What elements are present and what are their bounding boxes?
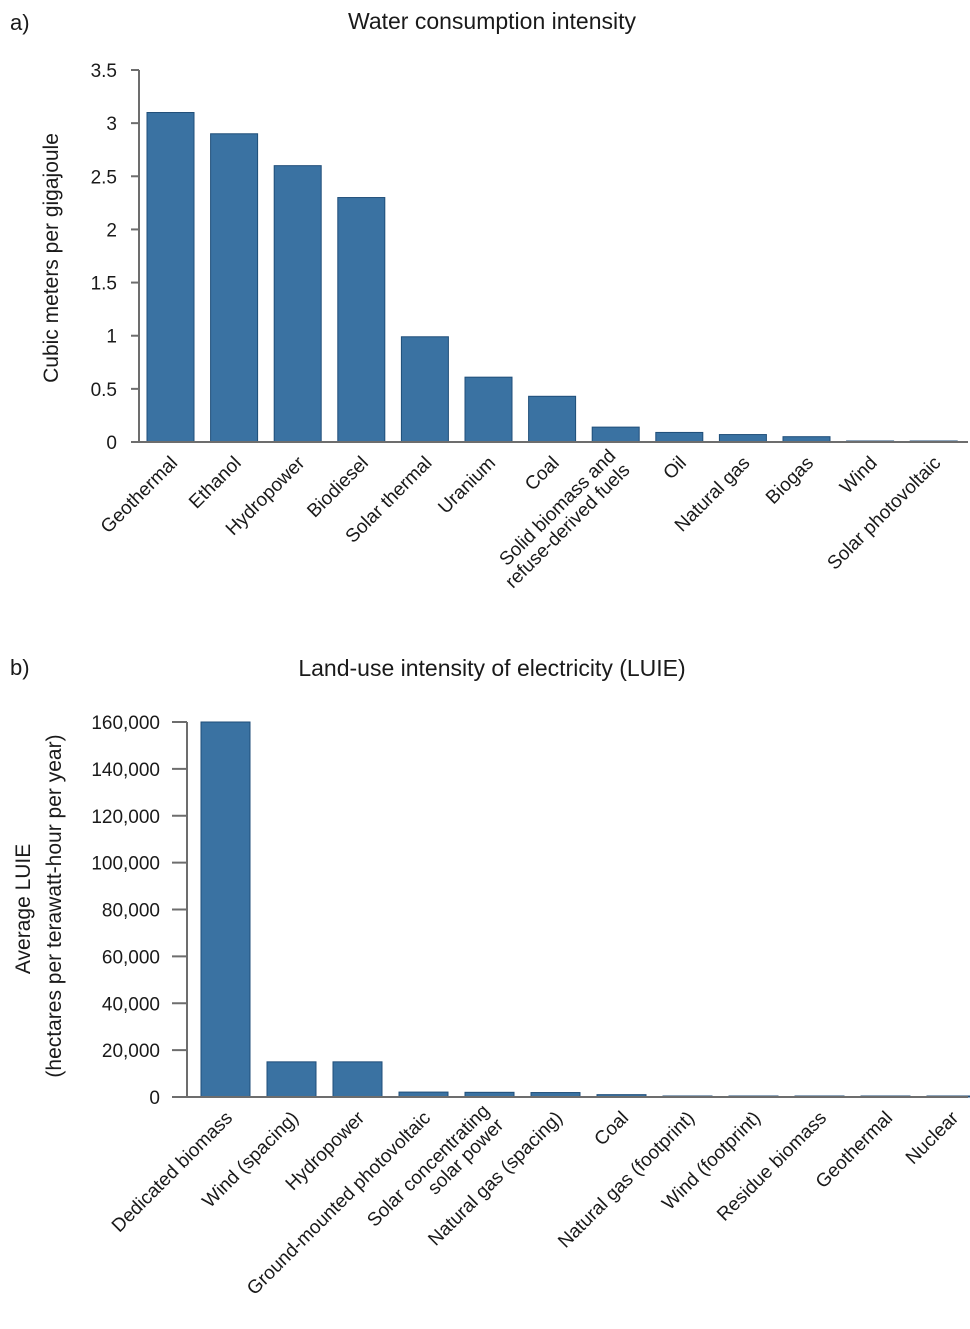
chart-a-title: Water consumption intensity <box>348 8 637 34</box>
bar <box>332 1061 383 1098</box>
chart-a-category-labels: Geothermal EthanolHydropowerBiodieselSola… <box>97 446 945 593</box>
y-tick-label: 0.5 <box>91 380 117 401</box>
category-label-line: Ethanol <box>185 453 245 513</box>
bar <box>146 112 195 443</box>
y-tick-label: 40,000 <box>102 994 160 1015</box>
category-label: Coal <box>521 453 563 495</box>
y-tick-label: 0 <box>106 433 117 454</box>
y-tick-label: 100,000 <box>91 854 160 875</box>
chart-a-bars <box>146 112 958 443</box>
bar <box>400 336 449 443</box>
y-tick-label: 3.5 <box>91 61 117 82</box>
category-label: Residue biomass <box>713 1108 831 1226</box>
y-tick-label: 160,000 <box>91 713 160 734</box>
category-label: Uranium <box>434 453 500 519</box>
category-label: Geothermal <box>97 453 182 538</box>
bar <box>591 426 640 443</box>
bar <box>655 431 704 443</box>
y-tick-label: 0 <box>149 1088 160 1109</box>
category-label: Solar photovoltaic <box>824 453 946 575</box>
chart-b-y-axis-label: Average LUIE (hectares per terawatt-hour… <box>12 734 66 1077</box>
chart-b-axes <box>186 722 968 1098</box>
category-label-line: Wind <box>836 453 881 498</box>
category-label: Coal <box>591 1108 633 1150</box>
bar <box>464 376 513 443</box>
panel-a-tag: a) <box>10 10 30 35</box>
panel-b-tag: b) <box>10 655 30 680</box>
land-use-chart: b) Land-use intensity of electricity (LU… <box>10 655 970 1300</box>
category-label: Oil <box>660 453 691 484</box>
category-label-line: Geothermal <box>97 453 182 538</box>
bar <box>210 133 259 443</box>
y-tick-label: 120,000 <box>91 807 160 828</box>
category-label: Wind <box>836 453 881 498</box>
category-label-line: Coal <box>521 453 563 495</box>
chart-b-bars <box>200 721 970 1098</box>
y-tick-label: 2.5 <box>91 167 117 188</box>
category-label-line: Nuclear <box>902 1107 964 1169</box>
category-label: Nuclear <box>902 1107 964 1169</box>
bar <box>528 395 577 443</box>
y-tick-label: 1 <box>106 327 117 348</box>
category-label-line: Residue biomass <box>713 1108 831 1226</box>
y-tick-label: 80,000 <box>102 901 160 922</box>
category-label: Dedicated biomass <box>108 1108 237 1237</box>
y-tick-label: 60,000 <box>102 947 160 968</box>
chart-a-axes <box>138 70 968 443</box>
chart-b-y-ticks: 0 20,000 40,000 60,000 80,000 100,000 120,000 1… <box>91 713 187 1109</box>
chart-b-y-axis-label-line-1: Average LUIE <box>12 844 35 974</box>
category-label-line: Solar photovoltaic <box>824 453 946 575</box>
category-label: Biogas <box>762 453 818 509</box>
category-label-line: Biogas <box>762 453 818 509</box>
chart-a-y-axis-label: Cubic meters per gigajoule <box>40 133 63 383</box>
water-consumption-chart: a) Water consumption intensity Cubic met… <box>10 8 968 593</box>
y-tick-label: 3 <box>106 114 117 135</box>
y-tick-label: 20,000 <box>102 1041 160 1062</box>
bar <box>718 434 767 443</box>
chart-b-y-axis-label-line-2: (hectares per terawatt-hour per year) <box>43 734 66 1077</box>
category-label-line: Oil <box>660 453 691 484</box>
chart-b-title: Land-use intensity of electricity (LUIE) <box>298 655 685 681</box>
category-label: Ethanol <box>185 453 245 513</box>
bar <box>337 197 386 443</box>
bar <box>273 165 322 443</box>
y-tick-label: 1.5 <box>91 274 117 295</box>
category-label-line: Uranium <box>434 453 500 519</box>
category-label-line: Dedicated biomass <box>108 1108 237 1237</box>
bar <box>266 1061 317 1098</box>
category-label-line: Coal <box>591 1108 633 1150</box>
chart-a-y-ticks: 0 0.5 1 1.5 2 2.5 3 3.5 <box>91 61 139 454</box>
y-tick-label: 2 <box>106 220 117 241</box>
bar <box>200 721 251 1098</box>
y-tick-label: 140,000 <box>91 760 160 781</box>
